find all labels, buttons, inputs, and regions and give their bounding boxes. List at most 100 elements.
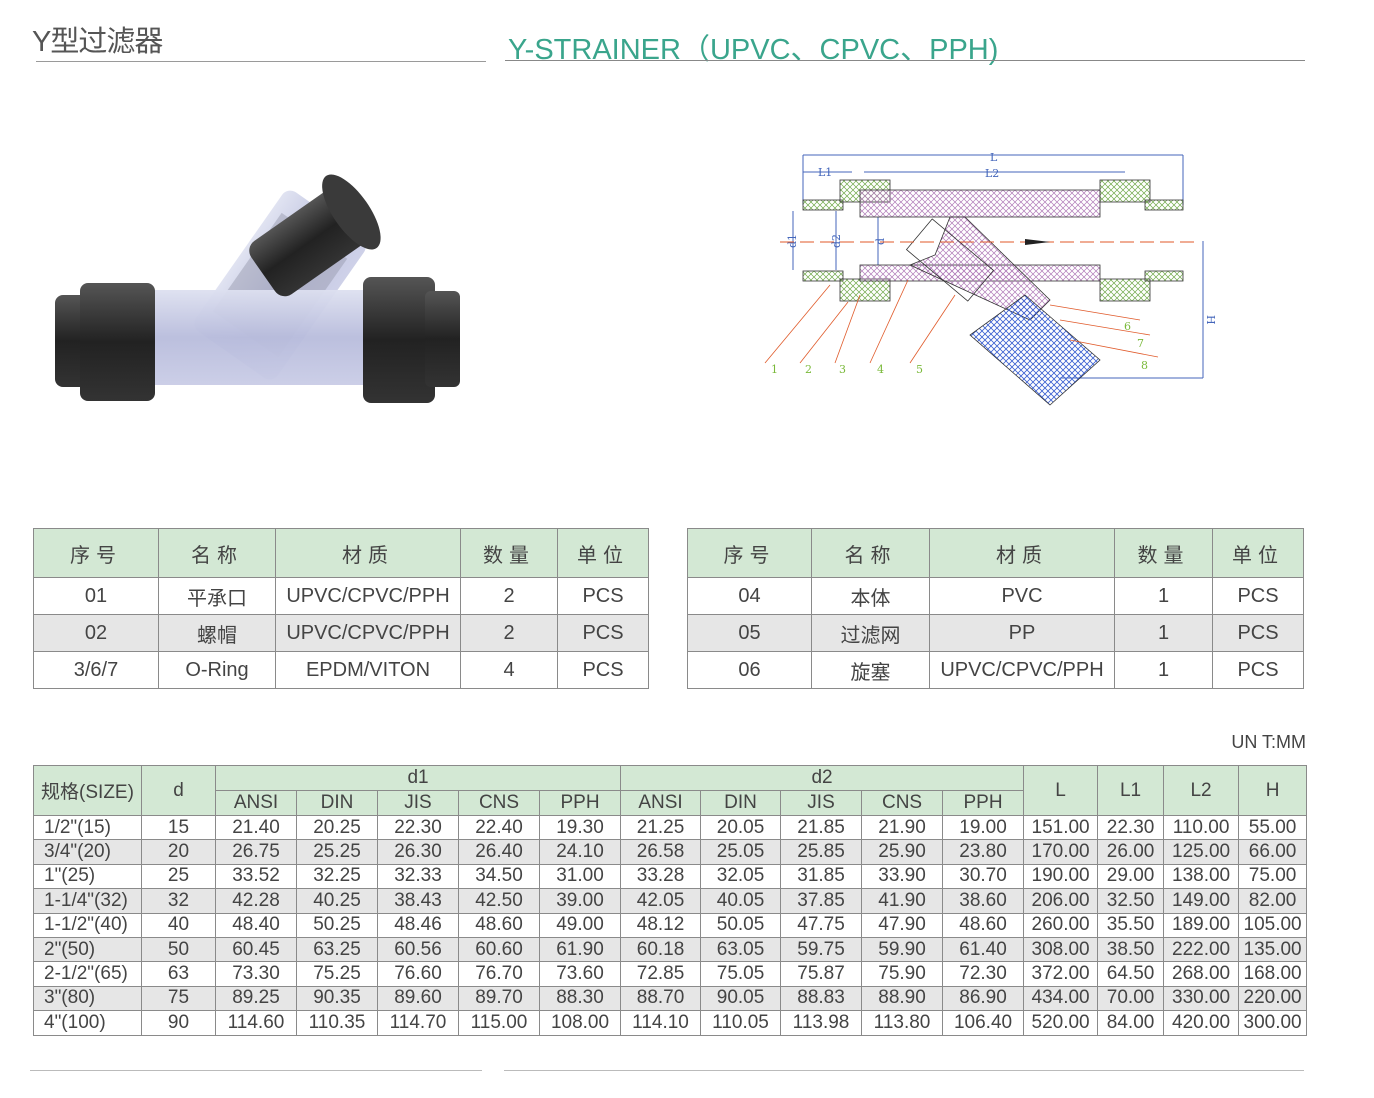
table-cell: 1/2"(15) [33, 814, 142, 841]
d1-header: d1 [214, 765, 622, 791]
part-label-3: 3 [839, 363, 846, 376]
table-cell: 2 [460, 614, 558, 652]
table-cell: 108.00 [538, 1010, 622, 1036]
column-header: L [1023, 765, 1099, 816]
table-cell: 48.40 [215, 912, 297, 938]
table-cell: 135.00 [1238, 936, 1308, 963]
table-cell: 19.30 [538, 814, 622, 841]
table-row: 1-1/2"(40) 40 48.40 50.25 48.46 48.60 49.00 48.… [33, 912, 1308, 938]
table-cell: 113.98 [780, 1010, 863, 1036]
title-underline-left [36, 61, 486, 62]
table-cell: 76.70 [458, 961, 540, 987]
table-cell: 2"(50) [33, 936, 142, 963]
column-header: 数量 [1114, 528, 1213, 578]
table-cell: 1-1/2"(40) [33, 912, 142, 938]
table-cell: 64.50 [1097, 961, 1165, 987]
table-cell: 138.00 [1163, 863, 1240, 890]
table-cell: 39.00 [538, 888, 622, 914]
table-cell: 42.05 [620, 888, 702, 914]
table-cell: 110.05 [700, 1010, 782, 1036]
table-cell: 90.35 [296, 985, 378, 1012]
table-cell: 48.46 [377, 912, 459, 938]
table-cell: 3"(80) [33, 985, 142, 1012]
table-cell: 4 [460, 651, 558, 689]
title-english: Y-STRAINER（UPVC、CPVC、PPH) [508, 34, 999, 66]
parts-table-right: 序号 名称 材质 数量 单位 04 本体 PVC 1 PCS 05 过滤网 PP 1 PCS 06 旋塞 UPVC… [687, 528, 1304, 689]
table-cell: 1 [1114, 577, 1213, 615]
table-row: 04 本体 PVC 1 PCS [687, 577, 1304, 615]
table-cell: 114.10 [620, 1010, 702, 1036]
table-cell: 48.60 [458, 912, 540, 938]
footer-rule-right [504, 1070, 1304, 1071]
table-cell: 151.00 [1023, 814, 1099, 841]
table-cell: 222.00 [1163, 936, 1240, 963]
table-cell: 33.52 [215, 863, 297, 890]
table-cell: 旋塞 [811, 651, 930, 689]
table-cell: 26.58 [620, 839, 702, 865]
cross-section-diagram: L L1 L2 d1 d2 d H 1 2 3 4 5 [764, 151, 1217, 406]
table-cell: 47.90 [861, 912, 944, 938]
table-cell: 61.90 [538, 936, 622, 963]
table-cell: 38.60 [942, 888, 1025, 914]
table-row: 3"(80) 75 89.25 90.35 89.60 89.70 88.30 88.70 90… [33, 985, 1308, 1012]
column-header: 单位 [1212, 528, 1304, 578]
table-cell: 1 [1114, 614, 1213, 652]
table-cell: 330.00 [1163, 985, 1240, 1012]
footer-rule-left [30, 1070, 482, 1071]
table-cell: 63 [141, 961, 216, 987]
table-cell: 15 [141, 814, 216, 841]
table-cell: 88.30 [538, 985, 622, 1012]
table-cell: 88.83 [780, 985, 863, 1012]
table-cell: 34.50 [458, 863, 540, 890]
table-cell: 26.00 [1097, 839, 1165, 865]
part-label-7: 7 [1137, 337, 1144, 350]
table-cell: 25.85 [780, 839, 863, 865]
table-cell: UPVC/CPVC/PPH [275, 577, 461, 615]
table-cell: 420.00 [1163, 1010, 1240, 1036]
table-row: 2"(50) 50 60.45 63.25 60.56 60.60 61.90 60.18 63… [33, 936, 1308, 963]
standard-header: JIS [780, 790, 863, 816]
table-cell: 32 [141, 888, 216, 914]
dim-L1: L1 [818, 166, 832, 179]
table-cell: 2 [460, 577, 558, 615]
table-cell: 4"(100) [33, 1010, 142, 1036]
dim-d2: d2 [830, 234, 843, 248]
table-cell: 螺帽 [158, 614, 276, 652]
dimension-table: 规格(SIZE) d d1 d2 L L1 L2 H ANSI DIN JIS CNS PPH ANSI D… [33, 765, 1308, 1036]
table-cell: 75.05 [700, 961, 782, 987]
column-header: 材质 [929, 528, 1115, 578]
table-cell: 75 [141, 985, 216, 1012]
table-row: 3/6/7 O-Ring EPDM/VITON 4 PCS [33, 651, 649, 689]
column-header: 数量 [460, 528, 558, 578]
unit-label: UN T:MM [1231, 732, 1306, 752]
table-cell: 本体 [811, 577, 930, 615]
table-cell: 02 [33, 614, 159, 652]
table-cell: 32.05 [700, 863, 782, 890]
part-label-4: 4 [877, 363, 884, 376]
table-cell: 308.00 [1023, 936, 1099, 963]
table-cell: 75.90 [861, 961, 944, 987]
table-cell: 63.05 [700, 936, 782, 963]
table-cell: 75.87 [780, 961, 863, 987]
table-cell: 38.50 [1097, 936, 1165, 963]
table-cell: 206.00 [1023, 888, 1099, 914]
table-row: 01 平承口 UPVC/CPVC/PPH 2 PCS [33, 577, 649, 615]
table-cell: PCS [557, 614, 649, 652]
table-cell: 29.00 [1097, 863, 1165, 890]
table-cell: 434.00 [1023, 985, 1099, 1012]
column-header: H [1238, 765, 1308, 816]
table-cell: 25 [141, 863, 216, 890]
standard-header: PPH [538, 790, 622, 816]
table-cell: 110.00 [1163, 814, 1240, 841]
table-cell: 40 [141, 912, 216, 938]
table-cell: 32.50 [1097, 888, 1165, 914]
parts-table-left: 序号 名称 材质 数量 单位 01 平承口 UPVC/CPVC/PPH 2 PCS 02 螺帽 UPVC… [33, 528, 649, 689]
table-cell: 60.56 [377, 936, 459, 963]
table-cell: 25.90 [861, 839, 944, 865]
table-cell: 22.30 [1097, 814, 1165, 841]
column-header: 材质 [275, 528, 461, 578]
table-cell: 30.70 [942, 863, 1025, 890]
header-row: 规格(SIZE) d d1 d2 L L1 L2 H [33, 765, 1308, 816]
standard-header: DIN [700, 790, 782, 816]
dim-H: H [1204, 315, 1217, 325]
